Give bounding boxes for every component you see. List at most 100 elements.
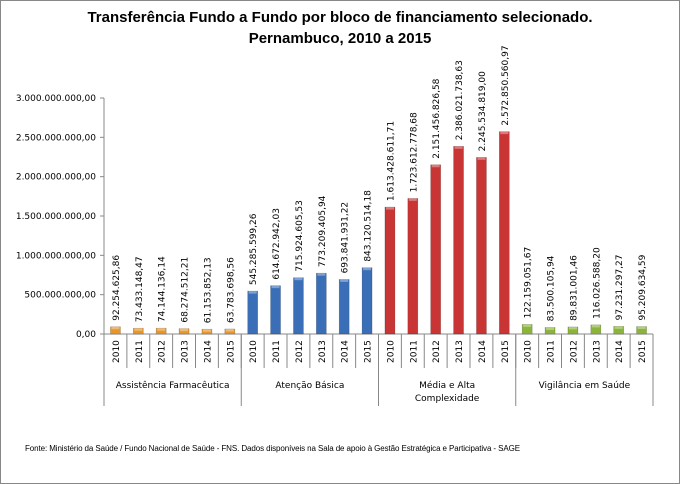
y-tick-label: 1.000.000.000,00 — [16, 251, 96, 261]
data-label: 95.209.634,59 — [638, 254, 648, 320]
bar-highlight — [294, 277, 303, 281]
bar — [247, 290, 258, 335]
data-label: 2.572.850.560,97 — [501, 45, 511, 125]
bar — [476, 157, 487, 335]
data-label: 614.672.942,03 — [272, 208, 282, 280]
year-label: 2010 — [112, 340, 122, 363]
data-label: 715.924.605,53 — [295, 200, 305, 272]
year-label: 2012 — [569, 340, 579, 363]
data-label: 2.245.534.819,00 — [478, 71, 488, 151]
year-label: 2013 — [592, 340, 602, 363]
bar — [590, 324, 602, 335]
group-label: Vigilância em Saúde — [539, 381, 631, 391]
year-label: 2011 — [547, 340, 557, 363]
bar-highlight — [591, 324, 600, 328]
year-label: 2014 — [478, 340, 488, 363]
year-label: 2011 — [135, 340, 145, 363]
year-label: 2013 — [181, 340, 191, 363]
bar-highlight — [157, 328, 166, 331]
data-label: 68.274.512,21 — [181, 257, 191, 323]
year-label: 2012 — [432, 340, 442, 363]
year-label: 2010 — [249, 340, 259, 363]
bar-highlight — [248, 291, 257, 294]
data-label: 61.153.852,13 — [203, 257, 213, 323]
bar-highlight — [340, 279, 349, 282]
data-label: 74.144.136,14 — [158, 256, 168, 322]
data-label: 89.831.001,46 — [569, 255, 579, 321]
y-tick-label: 0,00 — [76, 330, 96, 340]
bar — [110, 326, 121, 335]
bar — [613, 326, 624, 335]
bar-highlight — [385, 207, 394, 210]
year-label: 2010 — [524, 340, 534, 363]
title-line-1: Transferência Fundo a Fundo por bloco de… — [87, 9, 593, 26]
bar-highlight — [225, 328, 234, 332]
source-note: Fonte: Ministério da Saúde / Fundo Nacio… — [25, 444, 520, 453]
y-tick-label: 2.000.000.000,00 — [16, 173, 96, 183]
bar — [384, 206, 396, 335]
bar — [201, 328, 213, 335]
year-label: 2014 — [341, 340, 351, 363]
bar — [567, 326, 579, 335]
bar-highlight — [180, 328, 189, 332]
bar-highlight — [614, 326, 623, 329]
bar-highlight — [477, 157, 486, 160]
bar — [338, 279, 350, 335]
group-label: Assistência Farmacêutica — [116, 380, 230, 391]
year-label: 2014 — [615, 340, 625, 363]
data-label: 63.783.698,56 — [226, 257, 236, 323]
data-label: 97.231.297,27 — [615, 255, 625, 321]
year-label: 2011 — [272, 340, 282, 363]
bar-highlight — [202, 329, 211, 332]
bar-highlight — [500, 131, 509, 135]
year-label: 2015 — [226, 340, 236, 363]
group-label: Média e Alta — [419, 380, 475, 391]
data-label: 545.285.599,26 — [249, 213, 259, 285]
y-tick-label: 3.000.000.000,00 — [16, 94, 96, 104]
bar — [361, 267, 373, 335]
plot-area: 0,00 500.000.000,00 1.000.000.000,00 1.500.… — [16, 45, 654, 406]
bar — [521, 324, 533, 335]
title-line-2: Pernambuco, 2010 a 2015 — [248, 30, 432, 47]
bar — [224, 328, 236, 335]
bar-highlight — [317, 273, 326, 276]
year-label: 2013 — [455, 340, 465, 363]
data-label: 773.209.405,94 — [318, 195, 328, 267]
year-label: 2014 — [203, 340, 213, 363]
data-label: 92.254.625,86 — [112, 255, 122, 321]
year-label: 2015 — [364, 340, 374, 363]
bar-highlight — [134, 328, 143, 331]
bar-highlight — [546, 327, 555, 330]
bar — [453, 145, 464, 335]
bar — [430, 164, 441, 335]
bar — [155, 327, 167, 335]
y-tick-label: 500.000.000,00 — [24, 291, 96, 301]
year-label: 2013 — [318, 340, 328, 363]
bar-highlight — [454, 146, 463, 149]
bar-highlight — [523, 324, 532, 327]
data-label: 693.841.931,22 — [341, 202, 351, 274]
year-label: 2012 — [158, 340, 168, 363]
data-label: 73.433.148,47 — [135, 256, 145, 322]
bar-highlight — [408, 198, 417, 201]
bar — [316, 272, 327, 335]
bar — [270, 285, 281, 335]
bar — [544, 327, 556, 335]
bar-highlight — [111, 326, 120, 330]
bar-highlight — [431, 164, 440, 168]
bar-highlight — [568, 326, 577, 330]
bar-highlight — [271, 285, 280, 289]
group-label: Atenção Básica — [275, 381, 344, 391]
bar — [133, 327, 144, 335]
bar — [407, 198, 419, 335]
data-label: 122.159.051,67 — [524, 247, 534, 319]
data-label: 116.026.588,20 — [592, 247, 602, 319]
y-tick-label: 2.500.000.000,00 — [16, 133, 96, 143]
data-label: 1.613.428.611,71 — [386, 121, 396, 201]
year-label: 2015 — [501, 340, 511, 363]
year-label: 2011 — [409, 340, 419, 363]
data-label: 843.120.514,18 — [364, 190, 374, 262]
year-label: 2012 — [295, 340, 305, 363]
bar — [178, 328, 190, 335]
